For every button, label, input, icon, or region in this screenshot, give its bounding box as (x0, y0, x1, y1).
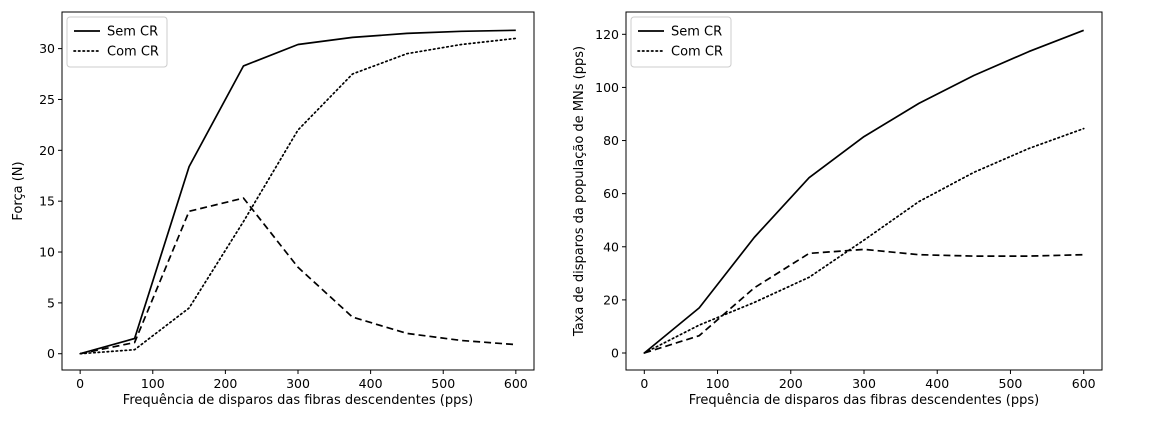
chart-2-xtick-label: 0 (640, 376, 648, 391)
chart-1-series-1-line (79, 29, 516, 355)
chart-2-series-2-line (643, 127, 1085, 354)
chart-2-ylabel: Taxa de disparos da população de MNs (pp… (572, 46, 587, 337)
chart-1-series-2-line (79, 37, 517, 355)
chart-2-xtick-label: 600 (1072, 376, 1096, 391)
chart-2-ytick-label: 100 (595, 80, 619, 95)
chart-1-xtick-label: 400 (359, 376, 383, 391)
chart-2-series-3-line (644, 248, 1084, 354)
chart-1-series-3-line (80, 197, 516, 355)
chart-1-xlabel: Frequência de disparos das fibras descen… (123, 393, 473, 408)
chart-2-ytick-label: 120 (595, 27, 619, 42)
chart-1-ylabel: Força (N) (11, 161, 26, 220)
chart-1-legend-label-2: Com CR (107, 45, 159, 60)
chart-2-ytick-label: 20 (603, 292, 619, 307)
chart-1-ytick-label: 20 (39, 143, 55, 158)
chart-2-xtick-label: 300 (852, 376, 876, 391)
chart-2-ytick-label: 40 (603, 239, 619, 254)
chart-1-legend (66, 16, 168, 68)
chart-2: 0 100 200 300 400 500 600 0 20 40 60 80 100 120 Frequê… (572, 11, 1103, 408)
chart-1-xtick-label: 600 (504, 376, 528, 391)
chart-2-xtick-label: 500 (999, 376, 1023, 391)
chart-1-ytick-label: 0 (47, 346, 55, 361)
chart-1-ytick-label: 30 (39, 41, 55, 56)
chart-2-series-1-line (643, 29, 1085, 354)
chart-1-xtick-label: 200 (213, 376, 237, 391)
chart-2-ytick-label: 60 (603, 186, 619, 201)
chart-1-ytick-label: 5 (47, 295, 55, 310)
chart-2-ytick-label: 80 (603, 133, 619, 148)
chart-1-xtick-label: 500 (431, 376, 455, 391)
chart-1-ytick-label: 10 (39, 245, 55, 260)
chart-2-xtick-label: 100 (706, 376, 730, 391)
chart-1-ytick-label: 15 (39, 194, 55, 209)
chart-1-ytick-label: 25 (39, 92, 55, 107)
chart-2-legend-label-1: Sem CR (671, 25, 722, 40)
chart-2-xtick-label: 400 (925, 376, 949, 391)
chart-2-legend-label-2: Com CR (671, 45, 723, 60)
chart-1-xtick-label: 100 (141, 376, 165, 391)
chart-1: 0 100 200 300 400 500 600 0 5 10 15 20 25 30 Frequênci… (11, 11, 535, 408)
chart-1-legend-label-1: Sem CR (107, 25, 158, 40)
chart-1-xtick-label: 300 (286, 376, 310, 391)
chart-2-xtick-label: 200 (779, 376, 803, 391)
chart-2-legend (630, 16, 732, 68)
chart-2-xlabel: Frequência de disparos das fibras descen… (689, 393, 1039, 408)
chart-1-xtick-label: 0 (76, 376, 84, 391)
chart-2-ytick-label: 0 (611, 346, 619, 361)
